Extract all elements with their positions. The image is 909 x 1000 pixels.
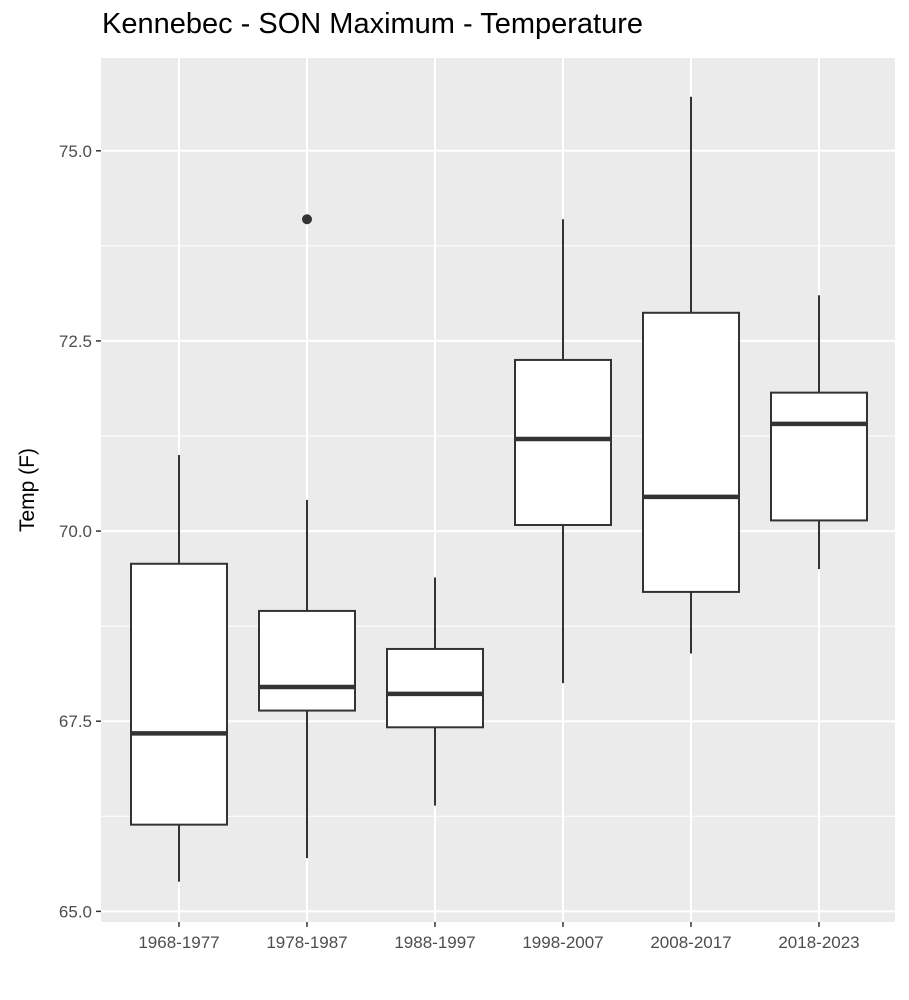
y-axis-label: Temp (F) xyxy=(16,448,39,532)
box xyxy=(770,391,868,522)
y-tick-label: 75.0 xyxy=(59,142,92,161)
y-tick-label: 72.5 xyxy=(59,332,92,351)
box xyxy=(130,562,228,826)
outlier-point xyxy=(302,214,312,225)
y-tick-label: 70.0 xyxy=(59,522,92,541)
box xyxy=(386,647,484,729)
x-tick-label: 1988-1997 xyxy=(394,933,475,952)
y-tick-label: 67.5 xyxy=(59,712,92,731)
box xyxy=(258,609,356,712)
x-tick-label: 1968-1977 xyxy=(138,933,219,952)
x-tick-label: 1998-2007 xyxy=(522,933,603,952)
chart-title: Kennebec - SON Maximum - Temperature xyxy=(102,8,644,40)
y-tick-label: 65.0 xyxy=(59,902,92,921)
x-tick-label: 2008-2017 xyxy=(650,933,731,952)
box xyxy=(642,311,740,593)
x-tick-label: 2018-2023 xyxy=(778,933,859,952)
box xyxy=(514,358,612,526)
panel-background xyxy=(101,58,895,922)
x-tick-label: 1978-1987 xyxy=(266,933,347,952)
